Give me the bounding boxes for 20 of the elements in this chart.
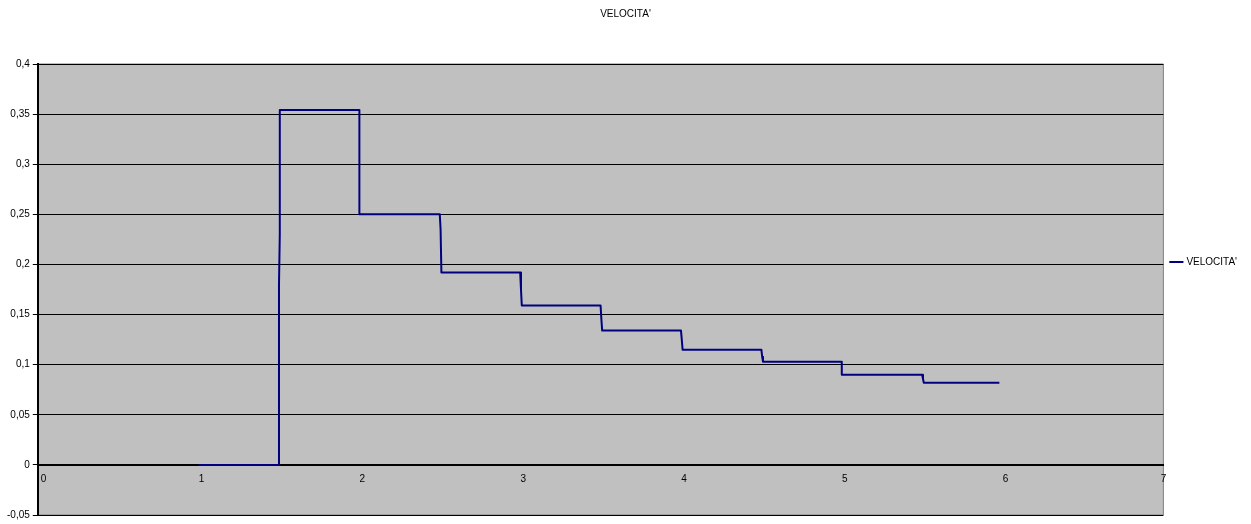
y-tick-label: 0	[24, 458, 31, 470]
y-tick-label: 0,2	[15, 258, 31, 270]
y-tick-label: 0,15	[10, 308, 31, 320]
y-tick-label: 0,25	[10, 208, 31, 220]
x-tick-label: 5	[842, 472, 848, 484]
y-tick-label: 0,1	[15, 358, 31, 370]
x-tick-label: 1	[198, 472, 205, 484]
chart-title: VELOCITA'	[600, 7, 651, 19]
x-tick-label: 0	[40, 472, 47, 484]
y-tick-label: 0,05	[10, 408, 31, 420]
x-tick-label: 6	[1002, 472, 1009, 484]
y-tick-label: 0,3	[15, 157, 31, 169]
y-tick-label: -0,05	[7, 508, 31, 520]
x-tick-label: 3	[520, 472, 527, 484]
y-tick-label: 0,4	[15, 57, 31, 69]
x-tick-label: 4	[681, 472, 688, 484]
x-tick-label: 7	[1160, 472, 1167, 484]
legend-label: VELOCITA'	[1186, 255, 1238, 267]
x-tick-label: 2	[359, 472, 366, 484]
y-tick-label: 0,35	[10, 107, 31, 119]
